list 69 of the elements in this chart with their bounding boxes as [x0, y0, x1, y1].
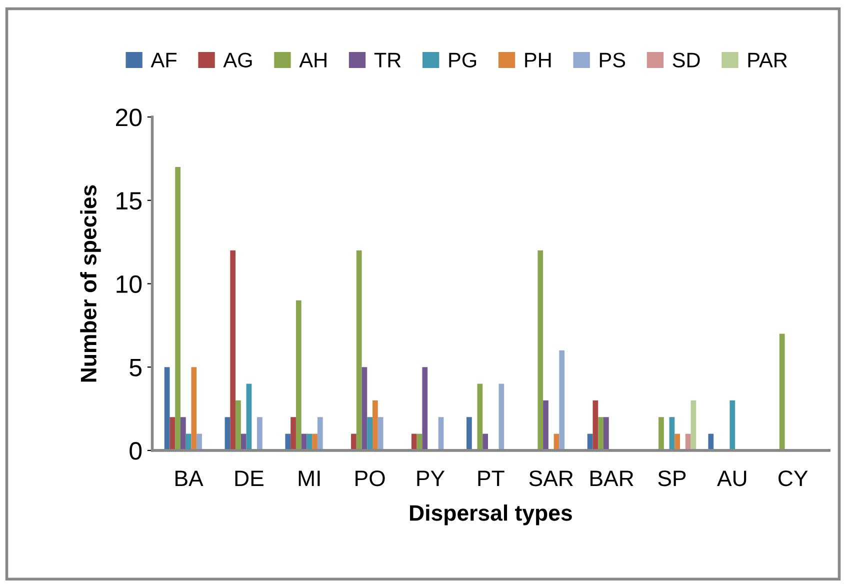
bar: [498, 384, 504, 450]
bar: [356, 250, 362, 450]
bar: [466, 417, 472, 450]
y-tick-label: 5: [130, 358, 142, 376]
legend-label: AF: [150, 52, 177, 68]
x-tick-label: BAR: [590, 470, 634, 486]
bar: [543, 400, 548, 450]
y-tick-label: 15: [116, 192, 142, 210]
bar: [196, 434, 202, 450]
y-tick-label: 20: [116, 108, 142, 126]
x-tick-label: PT: [478, 470, 504, 486]
bar: [592, 400, 598, 450]
x-tick-label: DE: [235, 470, 264, 486]
y-tick-label: 10: [116, 275, 142, 294]
legend-label: PG: [449, 52, 476, 68]
x-tick-label: PO: [356, 470, 385, 486]
bar: [312, 434, 318, 450]
bar: [690, 400, 696, 450]
bar: [598, 417, 604, 450]
bar: [538, 250, 544, 450]
bar: [180, 417, 186, 450]
bar: [674, 434, 680, 450]
bar: [362, 367, 368, 450]
bar: [290, 417, 296, 450]
bar: [482, 434, 488, 450]
legend-label: AG: [223, 52, 252, 68]
x-tick-label: AU: [717, 470, 746, 486]
legend-label: SD: [672, 52, 700, 68]
bar: [317, 417, 323, 450]
bar: [191, 367, 197, 450]
bar: [779, 334, 785, 450]
x-tick-label: BA: [176, 470, 204, 486]
legend-label: TR: [374, 52, 401, 68]
bar: [351, 434, 356, 450]
bar: [708, 434, 714, 450]
bar: [240, 434, 246, 450]
x-axis-title: Dispersal types: [410, 504, 572, 526]
bar: [658, 417, 664, 450]
bar: [477, 384, 483, 450]
bar: [257, 417, 262, 450]
bar: [411, 434, 417, 450]
legend-label: AH: [299, 52, 326, 68]
bar: [559, 350, 565, 450]
bar: [170, 417, 176, 450]
legend-label: PH: [525, 52, 551, 68]
bar: [164, 367, 170, 450]
bar: [378, 417, 384, 450]
bar: [603, 417, 609, 450]
x-tick-label: SAR: [529, 470, 573, 486]
bar: [230, 250, 236, 450]
y-tick-label: 0: [130, 442, 142, 460]
bar: [246, 384, 252, 450]
bar: [730, 400, 736, 450]
bar: [285, 434, 291, 450]
y-axis-title: Number of species: [80, 185, 101, 382]
x-tick-label: CY: [778, 470, 808, 486]
bar: [372, 400, 378, 450]
bar: [422, 367, 428, 450]
bar: [685, 434, 691, 450]
legend-label: PAR: [748, 52, 787, 68]
legend-label: PS: [600, 52, 626, 68]
bar: [367, 417, 373, 450]
x-tick-label: SP: [658, 470, 686, 486]
bar: [306, 434, 312, 450]
x-tick-label: PY: [417, 470, 445, 486]
x-tick-label: MI: [298, 470, 320, 486]
bar: [296, 300, 302, 450]
bar: [236, 400, 241, 450]
bar: [175, 167, 180, 450]
